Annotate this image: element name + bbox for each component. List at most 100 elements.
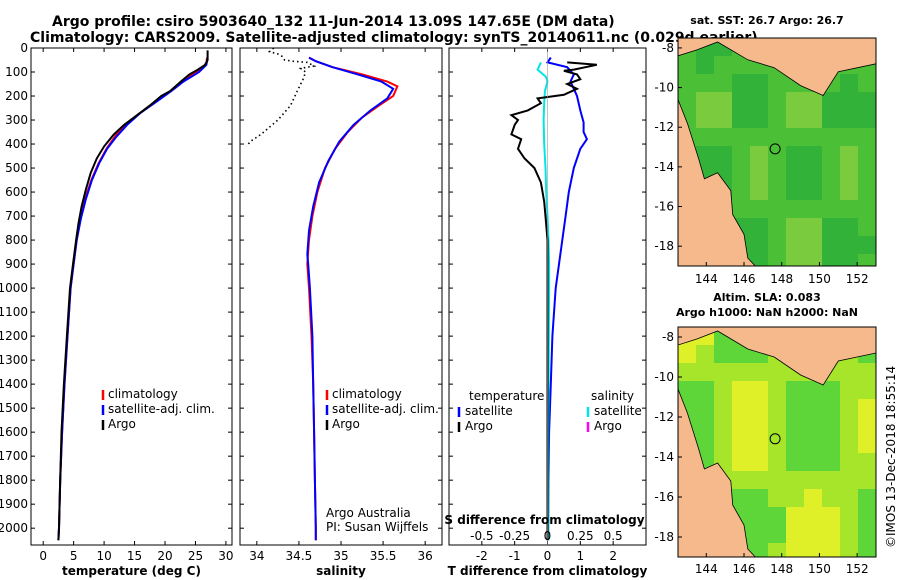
ocean-cell [822,236,841,255]
ocean-cell [750,74,769,93]
legend-label: satellite [594,404,642,418]
x-tick-label: 0 [39,549,47,563]
ocean-cell [786,453,805,472]
s-tick-label: -0.5 [470,529,493,543]
x-tick-label: -2 [476,549,488,563]
legend-title-left: temperature [469,389,544,403]
ocean-cell [732,417,751,436]
ocean-cell [768,164,787,183]
ocean-cell [840,417,859,436]
ocean-cell [732,56,751,75]
ocean-cell [840,200,859,219]
y-tick-label: 200 [5,89,28,103]
map-y-tick-label: -18 [654,530,674,544]
ocean-cell [858,543,876,557]
ocean-cell [804,399,823,418]
ocean-cell [768,363,787,382]
s-tick-label: 0.25 [567,529,594,543]
ocean-cell [840,489,859,508]
y-tick-label: 1800 [0,473,28,487]
ocean-cell [858,218,876,237]
ocean-cell [786,236,805,255]
ocean-cell [714,56,733,75]
ocean-cell [714,128,733,147]
ocean-cell [696,417,715,436]
ocean-cell [822,435,841,454]
legend-label: satellite-adj. clim. [332,402,439,416]
ocean-cell [696,399,715,418]
ocean-cell [750,399,769,418]
figure-title-line1: Argo profile: csiro 5903640_132 11-Jun-2… [52,14,615,30]
ocean-cell [732,182,751,201]
ocean-cell [804,110,823,129]
ocean-cell [750,92,769,111]
ocean-cell [678,92,697,111]
ocean-cell [858,92,876,111]
map-y-tick-label: -10 [654,81,674,95]
ocean-cell [786,92,805,111]
ocean-cell [714,74,733,93]
legend-label: Argo [465,419,493,433]
ocean-cell [732,200,751,219]
ocean-cell [678,345,697,364]
ocean-cell [714,417,733,436]
ocean-cell [714,435,733,454]
map-frame [677,326,877,558]
ocean-cell [768,200,787,219]
ocean-cell [804,164,823,183]
ocean-cell [822,182,841,201]
ocean-cell [786,164,805,183]
ocean-cell [822,164,841,183]
ocean-cell [732,74,751,93]
ocean-cell [750,164,769,183]
ocean-cell [822,507,841,526]
temperature-panel: 0100200300400500600700800900100011001200… [0,41,234,578]
ocean-cell [768,128,787,147]
ocean-cell [786,182,805,201]
ocean-cell [840,92,859,111]
ocean-cell [750,489,769,508]
ocean-cell [714,399,733,418]
ocean-cell [858,507,876,526]
map-y-tick-label: -8 [662,330,674,344]
y-tick-label: 1400 [0,377,28,391]
ocean-cell [714,92,733,111]
ocean-cell [750,182,769,201]
s-tick-label: 0.5 [604,529,623,543]
ocean-cell [840,399,859,418]
ocean-cell [696,110,715,129]
x-tick-label: 2 [609,549,617,563]
map-content [678,38,876,266]
credit-line2: PI: Susan Wijffels [326,520,428,534]
ocean-cell [768,146,787,165]
ocean-cell [714,110,733,129]
ocean-cell [786,471,805,490]
map-y-tick-label: -18 [654,239,674,253]
ocean-cell [840,218,859,237]
ocean-cell [696,381,715,400]
map-x-tick-label: 152 [846,562,869,576]
ocean-cell [804,435,823,454]
salinity-panel-frame [239,47,443,546]
ocean-cell [696,363,715,382]
ocean-cell [696,435,715,454]
ocean-cell [804,381,823,400]
legend-label: Argo [108,417,136,431]
ocean-cell [822,381,841,400]
ocean-cell [822,453,841,472]
ocean-cell [732,363,751,382]
map-y-tick-label: -16 [654,490,674,504]
x-tick-label: 20 [157,549,172,563]
ocean-cell [732,471,751,490]
y-tick-label: 900 [5,257,28,271]
ocean-cell [822,399,841,418]
map-title: Altim. SLA: 0.083 [713,291,820,304]
ocean-cell [750,381,769,400]
ocean-cell [840,507,859,526]
ocean-cell [750,236,769,255]
ocean-cell [732,345,751,364]
ocean-cell [732,164,751,183]
ocean-cell [768,435,787,454]
x-tick-label: 30 [218,549,233,563]
